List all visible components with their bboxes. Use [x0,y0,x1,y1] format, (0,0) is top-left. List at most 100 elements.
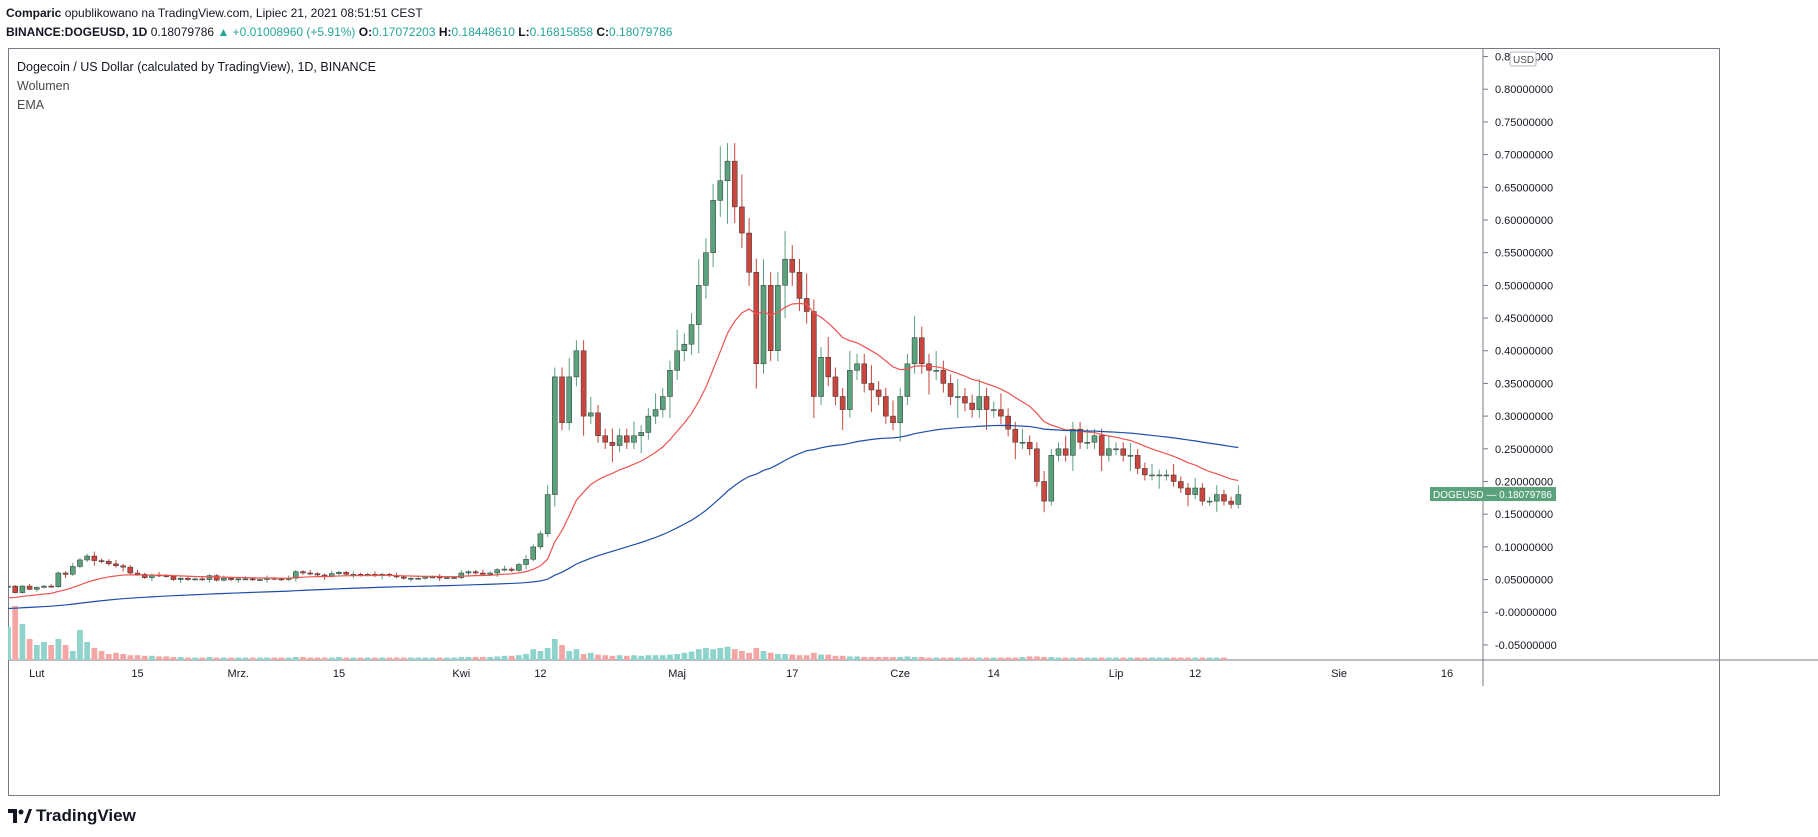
candle-up[interactable] [422,576,429,579]
candle-up[interactable] [1192,487,1198,495]
candle-down[interactable] [811,311,817,397]
candle-up[interactable] [652,409,659,417]
candle-up[interactable] [84,555,90,561]
candle-up[interactable] [854,363,860,371]
candle-down[interactable] [249,578,256,581]
candle-up[interactable] [1070,428,1076,456]
candle-down[interactable] [1041,481,1047,502]
candle-up[interactable] [990,409,997,411]
author-name[interactable]: Comparic [6,6,62,20]
candle-up[interactable] [408,577,414,580]
candle-down[interactable] [1012,428,1019,443]
candle-up[interactable] [1048,455,1055,502]
last-price-tag[interactable] [1430,487,1556,502]
candle-down[interactable] [1134,455,1141,469]
candle-up[interactable] [573,350,580,378]
candle-up[interactable] [638,432,644,436]
candle-down[interactable] [1120,448,1127,456]
candle-down[interactable] [962,396,968,404]
candle-down[interactable] [609,442,616,446]
candle-up[interactable] [192,578,198,581]
candle-down[interactable] [969,402,975,410]
candle-up[interactable] [530,546,537,560]
candle-down[interactable] [839,396,846,410]
candle-down[interactable] [1178,481,1184,489]
currency-box[interactable] [1509,51,1537,67]
candle-down[interactable] [213,575,220,581]
candle-up[interactable] [667,370,673,397]
candle-down[interactable] [1077,428,1083,443]
candle-up[interactable] [847,370,853,410]
candle-down[interactable] [832,376,839,397]
candle-down[interactable] [1170,474,1177,482]
candle-down[interactable] [796,272,803,299]
candle-up[interactable] [415,577,421,580]
candle-up[interactable] [954,396,961,398]
candle-down[interactable] [508,568,515,571]
candle-down[interactable] [998,409,1004,417]
candle-up[interactable] [1235,494,1242,505]
candle-down[interactable] [868,383,875,391]
candle-up[interactable] [451,577,457,579]
candle-down[interactable] [120,565,126,568]
candle-up[interactable] [1156,474,1162,477]
candle-up[interactable] [911,337,918,365]
candle-down[interactable] [228,577,234,580]
candle-up[interactable] [257,579,263,581]
candle-up[interactable] [566,376,572,423]
candle-up[interactable] [487,572,493,575]
candle-up[interactable] [1206,500,1213,503]
candle-up[interactable] [645,415,652,433]
candle-up[interactable] [206,575,213,580]
candle-up[interactable] [1163,474,1170,477]
candle-up[interactable] [1149,474,1155,477]
candle-up[interactable] [710,200,716,253]
candle-up[interactable] [933,370,939,372]
candle-up[interactable] [588,412,594,417]
candle-up[interactable] [688,324,695,345]
candle-down[interactable] [343,572,349,575]
candle-up[interactable] [77,559,83,567]
candle-down[interactable] [983,396,990,410]
candle-down[interactable] [1221,494,1227,502]
candle-down[interactable] [105,560,112,565]
candle-up[interactable] [494,569,501,574]
candle-down[interactable] [624,435,630,443]
candle-down[interactable] [580,350,587,417]
candle-down[interactable] [480,572,486,575]
candle-up[interactable] [717,180,724,201]
candle-down[interactable] [1005,415,1011,430]
candle-down[interactable] [91,555,98,561]
candle-down[interactable] [48,585,54,588]
candle-down[interactable] [26,585,33,590]
candle-up[interactable] [465,571,472,574]
candle-up[interactable] [1019,442,1026,444]
candle-down[interactable] [1228,500,1234,505]
candle-up[interactable] [1084,442,1091,444]
candle-up[interactable] [976,396,983,410]
candle-down[interactable] [141,574,148,578]
candle-up[interactable] [631,435,637,443]
candle-up[interactable] [336,572,342,574]
candle-up[interactable] [293,571,299,579]
candle-down[interactable] [746,232,752,273]
candle-down[interactable] [314,573,321,576]
candle-down[interactable] [1062,448,1069,456]
candle-up[interactable] [659,396,666,410]
candle-up[interactable] [1214,494,1220,502]
candle-down[interactable] [1034,448,1040,482]
candle-up[interactable] [1055,448,1062,456]
candle-up[interactable] [1113,448,1119,451]
price-chart[interactable]: 0.850000000.800000000.750000000.70000000… [8,48,1818,800]
candle-up[interactable] [501,568,508,571]
candle-up[interactable] [537,533,544,548]
candle-down[interactable] [926,363,932,371]
candle-up[interactable] [544,494,551,535]
candle-up[interactable] [724,160,731,182]
candle-up[interactable] [782,258,788,286]
candle-down[interactable] [127,566,134,574]
candle-down[interactable] [767,285,774,351]
candle-up[interactable] [703,252,709,286]
candle-down[interactable] [753,272,760,365]
candle-down[interactable] [134,572,141,575]
